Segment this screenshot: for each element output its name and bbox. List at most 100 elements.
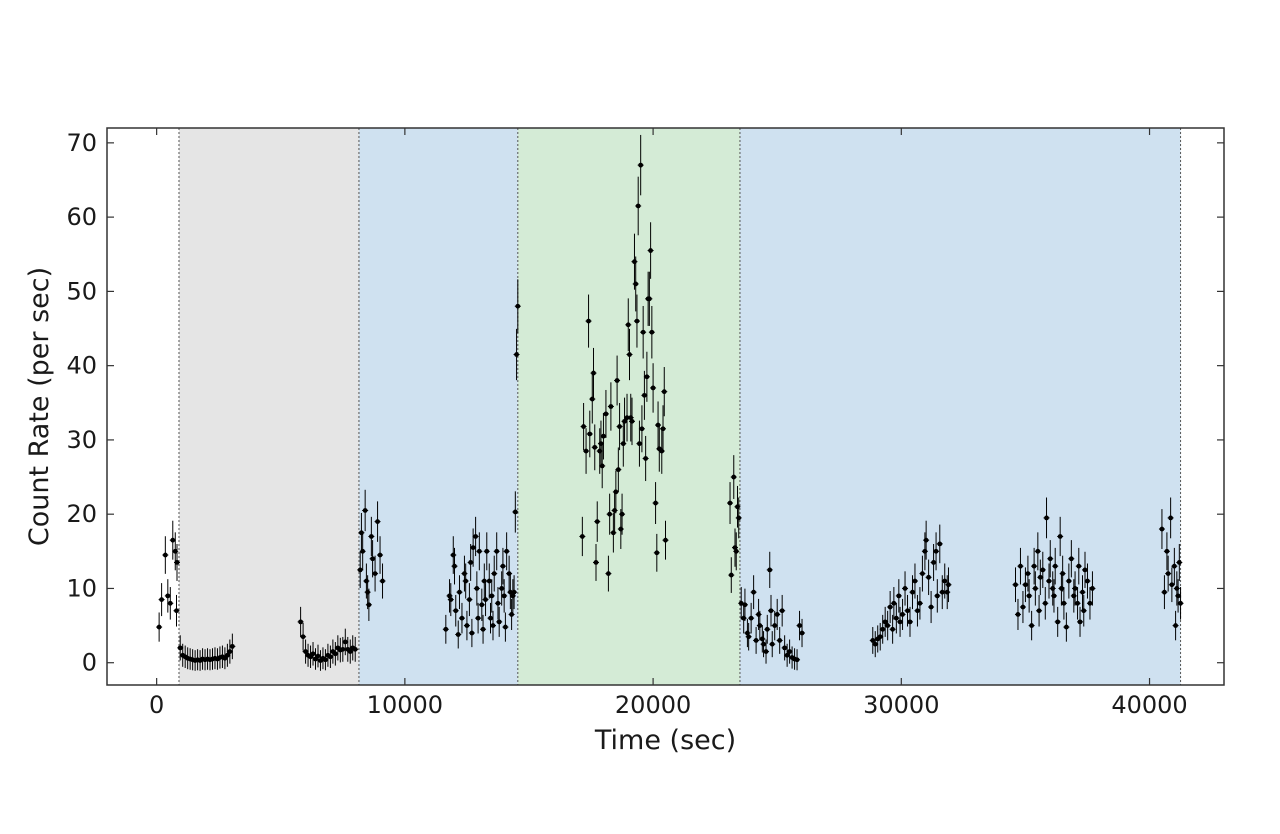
y-tick-label: 60 xyxy=(66,203,97,231)
point-marker xyxy=(607,511,613,517)
point-marker xyxy=(610,530,616,536)
point-marker xyxy=(912,578,918,584)
point-marker xyxy=(1047,556,1053,562)
data-point-247 xyxy=(1026,579,1033,613)
y-axis-ticks: 0 10 20 30 40 50 60 70 xyxy=(66,129,1224,677)
point-marker xyxy=(661,389,667,395)
data-point-75 xyxy=(456,575,463,610)
point-marker xyxy=(591,370,596,376)
data-point-42 xyxy=(322,649,329,671)
point-marker xyxy=(882,619,888,625)
data-point-105 xyxy=(503,532,510,571)
point-marker xyxy=(372,571,378,576)
point-marker xyxy=(224,652,230,658)
point-marker xyxy=(579,534,585,539)
point-marker xyxy=(488,615,493,621)
point-marker xyxy=(481,578,487,584)
point-marker xyxy=(1090,586,1095,591)
point-marker xyxy=(366,602,372,608)
data-point-30 xyxy=(226,639,233,664)
data-point-225 xyxy=(911,563,918,599)
point-marker xyxy=(779,608,785,614)
y-tick-label: 50 xyxy=(66,277,97,305)
point-marker xyxy=(484,548,490,554)
data-point-283 xyxy=(1163,532,1170,571)
data-point-185 xyxy=(753,627,760,654)
data-point-243 xyxy=(1017,547,1024,585)
data-point-58 xyxy=(362,489,369,532)
point-marker xyxy=(728,572,734,578)
point-marker xyxy=(753,638,759,643)
data-point-226 xyxy=(914,594,921,627)
data-point-91 xyxy=(482,583,489,617)
point-marker xyxy=(1026,593,1032,599)
data-point-183 xyxy=(748,602,755,634)
data-point-292 xyxy=(1177,587,1184,620)
data-point-85 xyxy=(473,571,480,606)
data-point-249 xyxy=(1031,547,1038,585)
data-point-236 xyxy=(936,524,943,564)
point-marker xyxy=(642,392,647,398)
point-marker xyxy=(764,626,770,632)
point-marker xyxy=(653,500,658,506)
data-point-50 xyxy=(342,628,349,656)
point-marker xyxy=(468,560,474,565)
data-point-61 xyxy=(365,588,372,621)
point-marker xyxy=(1055,619,1061,625)
point-marker xyxy=(583,448,589,454)
point-marker xyxy=(323,657,328,663)
data-point-217 xyxy=(893,602,900,634)
data-point-262 xyxy=(1054,606,1061,637)
data-point-68 xyxy=(442,614,449,644)
region-1 xyxy=(178,128,359,685)
point-marker xyxy=(748,615,754,621)
data-point-122 xyxy=(592,543,599,581)
point-marker xyxy=(443,626,449,632)
point-marker xyxy=(165,593,171,599)
point-marker xyxy=(1164,548,1170,554)
data-point-126 xyxy=(599,443,606,489)
data-point-1 xyxy=(156,612,163,642)
data-point-253 xyxy=(1037,559,1044,596)
data-point-149 xyxy=(633,294,640,348)
point-marker xyxy=(910,589,915,595)
data-point-34 xyxy=(302,639,309,664)
point-marker xyxy=(502,624,508,630)
data-point-161 xyxy=(648,305,655,359)
point-marker xyxy=(782,645,788,651)
point-marker xyxy=(635,203,641,209)
point-marker xyxy=(638,162,644,168)
point-marker xyxy=(459,615,465,621)
point-marker xyxy=(592,444,598,450)
data-point-84 xyxy=(472,516,479,557)
data-point-153 xyxy=(638,405,645,453)
data-point-98 xyxy=(493,532,500,571)
data-point-274 xyxy=(1077,606,1084,637)
point-marker xyxy=(660,426,666,432)
point-marker xyxy=(475,615,481,621)
y-tick-label: 70 xyxy=(66,129,97,157)
data-point-180 xyxy=(741,588,748,621)
point-marker xyxy=(167,600,173,606)
point-marker xyxy=(594,519,600,525)
point-marker xyxy=(767,567,773,573)
data-point-135 xyxy=(614,355,621,406)
point-marker xyxy=(453,608,459,614)
data-point-213 xyxy=(884,610,891,641)
point-marker xyxy=(1052,563,1058,569)
data-point-193 xyxy=(767,594,774,627)
data-point-141 xyxy=(621,397,628,446)
data-point-288 xyxy=(1172,610,1179,641)
data-point-279 xyxy=(1086,587,1093,620)
region-3 xyxy=(517,128,740,685)
point-marker xyxy=(640,329,646,335)
point-marker xyxy=(896,593,902,599)
data-point-248 xyxy=(1028,610,1035,641)
point-marker xyxy=(794,657,800,663)
point-marker xyxy=(1035,548,1041,554)
point-marker xyxy=(893,615,899,621)
point-marker xyxy=(934,593,940,599)
data-point-192 xyxy=(766,551,773,588)
data-point-120 xyxy=(590,347,597,399)
data-point-148 xyxy=(632,256,639,312)
